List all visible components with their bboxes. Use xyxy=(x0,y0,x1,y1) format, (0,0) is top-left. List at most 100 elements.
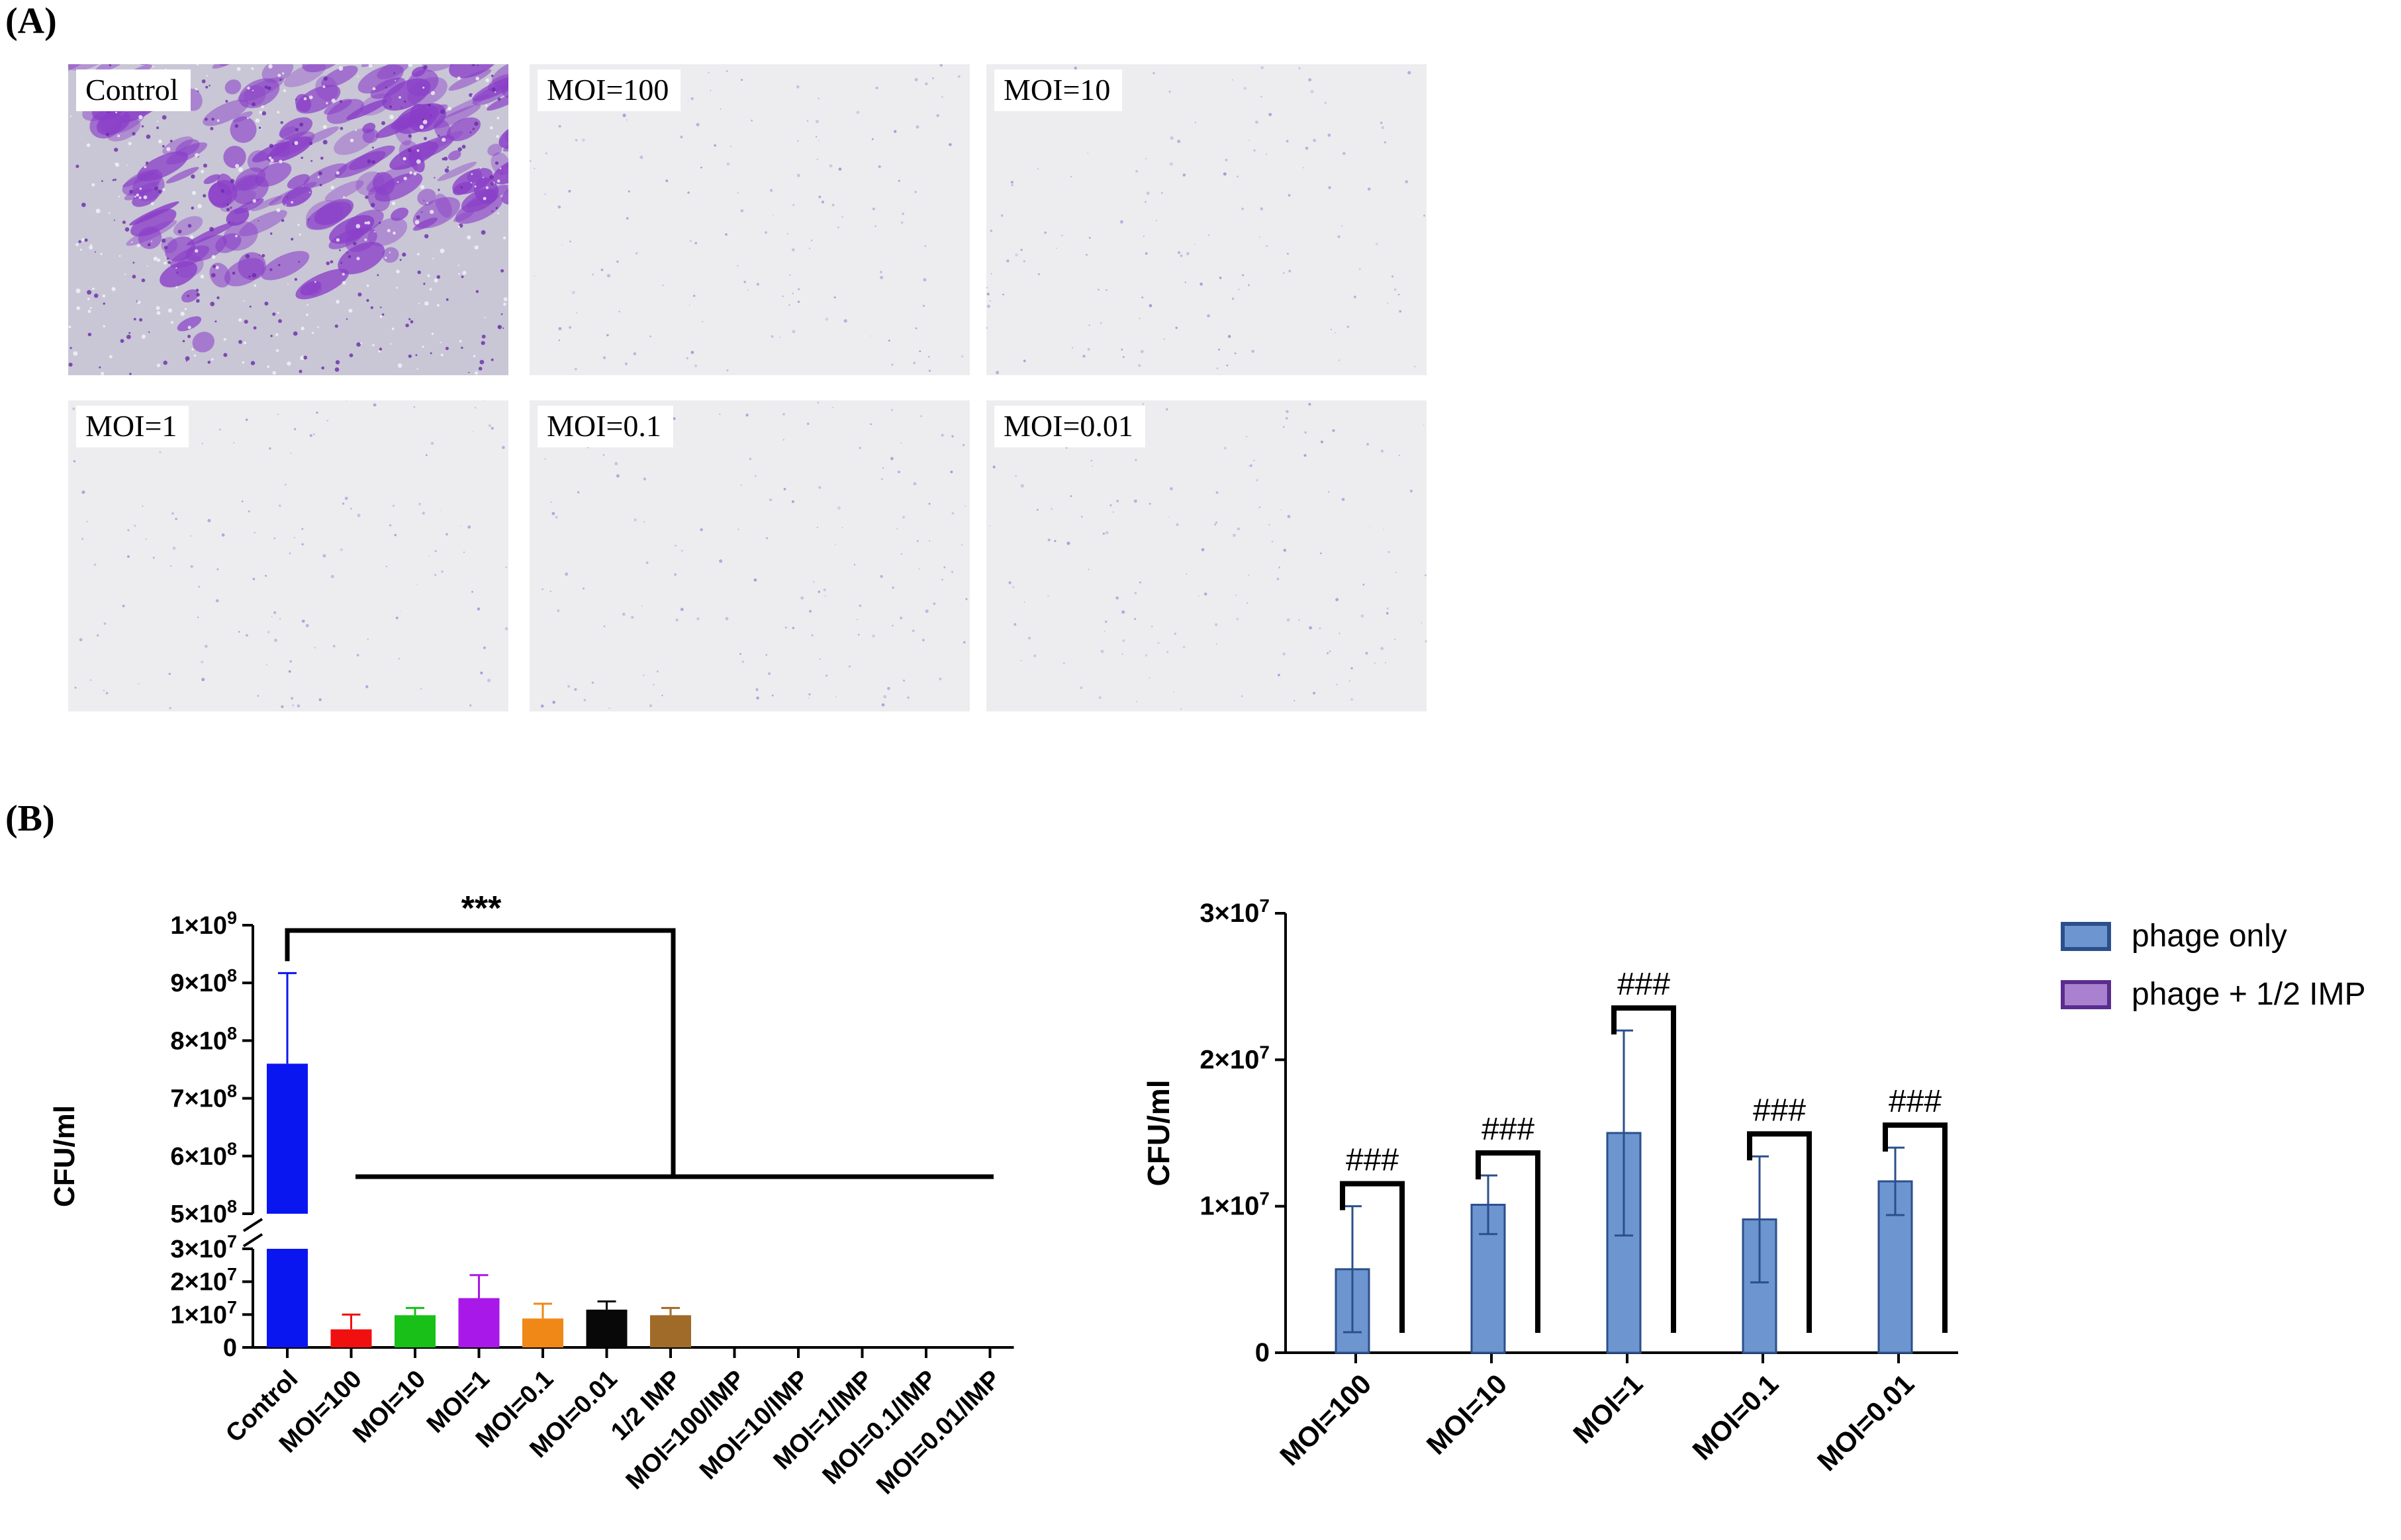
stain-speck xyxy=(1362,583,1365,586)
stain-speck xyxy=(1135,701,1137,703)
micrograph-control: Control xyxy=(68,64,508,375)
stain-speck xyxy=(1214,523,1217,525)
stain-speck xyxy=(929,540,931,542)
stain-blob xyxy=(492,64,508,87)
stain-speck xyxy=(306,304,309,306)
stain-speck xyxy=(480,671,483,674)
stain-speck xyxy=(111,287,116,291)
stain-speck xyxy=(653,684,655,686)
stain-speck xyxy=(301,543,304,546)
y-tick-label: 0 xyxy=(223,1334,237,1362)
stain-speck xyxy=(444,168,449,173)
stain-speck xyxy=(343,196,346,199)
stain-speck xyxy=(458,273,460,275)
stain-speck xyxy=(1011,184,1013,187)
stain-speck xyxy=(835,544,836,545)
stain-speck xyxy=(1329,650,1331,653)
stain-speck xyxy=(626,119,628,120)
stain-speck xyxy=(146,134,151,139)
stain-speck xyxy=(409,171,413,175)
stain-speck xyxy=(817,402,820,404)
stain-speck xyxy=(261,111,266,116)
stain-speck xyxy=(481,341,485,345)
stain-speck xyxy=(1163,338,1165,340)
stain-speck xyxy=(279,79,282,81)
stain-speck xyxy=(301,527,304,530)
stain-speck xyxy=(494,91,496,93)
stain-blob xyxy=(447,150,461,161)
stain-speck xyxy=(336,300,340,304)
stain-speck xyxy=(674,573,677,576)
stain-speck xyxy=(767,672,771,676)
stain-speck xyxy=(725,233,728,236)
stain-speck xyxy=(687,191,690,194)
stain-speck xyxy=(257,695,259,697)
stain-speck xyxy=(360,342,362,345)
stain-speck xyxy=(190,565,193,568)
stain-speck xyxy=(357,75,359,77)
stain-speck xyxy=(339,249,341,251)
y-tick-label: 6×108 xyxy=(170,1139,237,1171)
stain-speck xyxy=(469,93,473,97)
stain-speck xyxy=(118,255,121,257)
stain-speck xyxy=(880,275,884,279)
stain-speck xyxy=(74,686,77,689)
stain-speck xyxy=(700,166,702,169)
stain-speck xyxy=(154,186,159,191)
stain-speck xyxy=(268,64,273,69)
stain-speck xyxy=(423,199,425,201)
stain-speck xyxy=(900,442,902,444)
stain-speck xyxy=(442,138,446,142)
stain-speck xyxy=(79,248,83,251)
stain-speck xyxy=(432,257,434,260)
stain-speck xyxy=(270,335,273,338)
stain-blob xyxy=(492,154,508,185)
stain-speck xyxy=(133,524,136,527)
stain-speck xyxy=(89,244,93,247)
stain-speck xyxy=(1319,627,1321,629)
stain-blob xyxy=(208,180,238,207)
stain-speck xyxy=(1023,359,1026,363)
stain-speck xyxy=(1286,253,1289,255)
stain-speck xyxy=(894,130,897,133)
stain-speck xyxy=(1071,347,1074,349)
stain-speck xyxy=(340,548,344,551)
stain-speck xyxy=(441,570,444,573)
stain-speck xyxy=(468,371,470,373)
stain-speck xyxy=(1226,364,1229,367)
stain-speck xyxy=(201,660,204,664)
stain-speck xyxy=(120,339,124,343)
stain-speck xyxy=(366,298,369,302)
stain-speck xyxy=(1116,500,1119,502)
stain-speck xyxy=(500,269,504,273)
stain-blob xyxy=(130,208,177,237)
stain-speck xyxy=(919,350,921,353)
stain-speck xyxy=(800,596,804,600)
stain-blob xyxy=(287,174,310,189)
stain-speck xyxy=(496,179,500,183)
bar-MOI=0.01 xyxy=(586,1309,628,1347)
stain-speck xyxy=(430,352,432,355)
stain-speck xyxy=(223,353,228,357)
stain-speck xyxy=(1182,645,1186,649)
panel-a-label: (A) xyxy=(5,1,57,42)
stain-speck xyxy=(643,521,645,523)
stain-speck xyxy=(94,251,96,253)
stain-speck xyxy=(557,609,560,612)
stain-speck xyxy=(118,195,120,198)
stain-speck xyxy=(370,306,373,309)
stain-speck xyxy=(603,625,606,627)
stain-speck xyxy=(880,271,882,273)
stain-speck xyxy=(395,616,399,619)
stain-speck xyxy=(319,183,322,187)
stain-speck xyxy=(1380,121,1383,124)
stain-blob xyxy=(329,214,375,244)
stain-speck xyxy=(284,483,287,486)
stain-speck xyxy=(434,177,436,179)
stain-speck xyxy=(825,674,828,677)
stain-speck xyxy=(399,610,401,612)
stain-speck xyxy=(216,296,220,300)
stain-speck xyxy=(378,350,381,353)
stain-speck xyxy=(446,533,448,536)
stain-speck xyxy=(238,340,242,344)
